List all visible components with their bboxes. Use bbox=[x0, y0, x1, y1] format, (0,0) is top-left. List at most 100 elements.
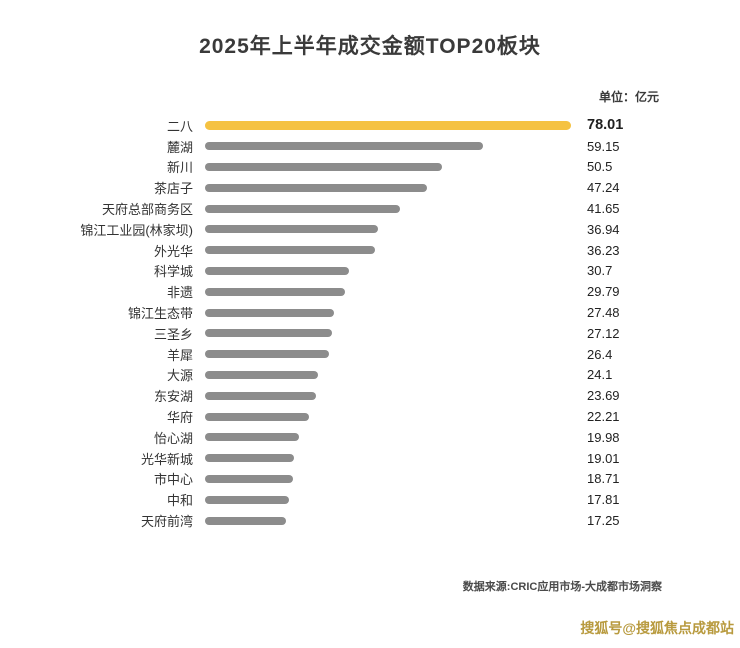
category-label: 华府 bbox=[166, 410, 193, 426]
chart-row: 非遗 29.79 bbox=[0, 281, 740, 302]
bar-track bbox=[205, 370, 571, 379]
bar-track bbox=[205, 329, 571, 338]
value-label: 47.24 bbox=[587, 180, 620, 196]
bar-track bbox=[205, 433, 571, 442]
bar-track bbox=[205, 391, 571, 400]
category-label: 大源 bbox=[166, 368, 193, 384]
category-label: 锦江工业园(林家坝) bbox=[80, 222, 193, 238]
data-source-note: 数据来源:CRIC应用市场-大成都市场洞察 bbox=[462, 581, 662, 593]
chart-row: 天府前湾 17.25 bbox=[0, 510, 740, 531]
chart-row: 东安湖 23.69 bbox=[0, 385, 740, 406]
bar bbox=[205, 266, 350, 275]
value-label: 78.01 bbox=[587, 117, 624, 134]
value-label: 19.01 bbox=[587, 450, 620, 466]
chart-row: 外光华 36.23 bbox=[0, 240, 740, 261]
bar-track bbox=[205, 162, 571, 171]
bar bbox=[205, 516, 286, 525]
chart-rows: 二八 78.01 麓湖 59.15 新川 50.5 茶店子 47.24 天府总部商务区 41.65… bbox=[0, 115, 740, 531]
bar-track bbox=[205, 308, 571, 317]
bar bbox=[205, 495, 289, 504]
category-label: 科学城 bbox=[153, 264, 193, 280]
bar bbox=[205, 370, 319, 379]
chart-title: 2025年上半年成交金额TOP20板块 bbox=[199, 35, 541, 58]
bar bbox=[205, 412, 310, 421]
value-label: 36.23 bbox=[587, 242, 620, 258]
bar bbox=[205, 142, 483, 151]
value-label: 36.94 bbox=[587, 221, 620, 237]
value-label: 59.15 bbox=[587, 138, 620, 154]
chart-row: 怡心湖 19.98 bbox=[0, 427, 740, 448]
bar bbox=[205, 183, 427, 192]
value-label: 50.5 bbox=[587, 159, 613, 175]
value-label: 26.4 bbox=[587, 346, 613, 362]
value-label: 22.21 bbox=[587, 409, 620, 425]
bar-track bbox=[205, 183, 571, 192]
bar-track bbox=[205, 412, 571, 421]
category-label: 市中心 bbox=[153, 472, 193, 488]
value-label: 17.25 bbox=[587, 513, 620, 529]
value-label: 17.81 bbox=[587, 492, 620, 508]
category-label: 中和 bbox=[166, 493, 193, 509]
chart-row: 新川 50.5 bbox=[0, 157, 740, 178]
bar-track bbox=[205, 287, 571, 296]
watermark: 搜狐号@搜狐焦点成都站 bbox=[580, 620, 734, 636]
chart-row: 科学城 30.7 bbox=[0, 261, 740, 282]
value-label: 27.12 bbox=[587, 325, 620, 341]
bar bbox=[205, 204, 401, 213]
category-label: 锦江生态带 bbox=[127, 306, 193, 322]
bar bbox=[205, 121, 571, 131]
category-label: 三圣乡 bbox=[153, 326, 193, 342]
bar-track bbox=[205, 516, 571, 525]
category-label: 麓湖 bbox=[166, 139, 193, 155]
chart-row: 锦江生态带 27.48 bbox=[0, 302, 740, 323]
bar bbox=[205, 308, 334, 317]
category-label: 怡心湖 bbox=[153, 430, 193, 446]
bar-track bbox=[205, 142, 571, 151]
category-label: 天府总部商务区 bbox=[101, 202, 193, 218]
category-label: 茶店子 bbox=[153, 181, 193, 197]
value-label: 24.1 bbox=[587, 367, 613, 383]
bar bbox=[205, 433, 299, 442]
category-label: 东安湖 bbox=[153, 389, 193, 405]
value-label: 30.7 bbox=[587, 263, 613, 279]
bar-track bbox=[205, 225, 571, 234]
bar-track bbox=[205, 454, 571, 463]
value-label: 41.65 bbox=[587, 201, 620, 217]
value-label: 29.79 bbox=[587, 284, 620, 300]
bar bbox=[205, 246, 375, 255]
chart-row: 天府总部商务区 41.65 bbox=[0, 198, 740, 219]
chart-row: 光华新城 19.01 bbox=[0, 448, 740, 469]
chart-row: 麓湖 59.15 bbox=[0, 136, 740, 157]
bar-track bbox=[205, 495, 571, 504]
chart-row: 茶店子 47.24 bbox=[0, 177, 740, 198]
bar bbox=[205, 162, 442, 171]
unit-label: 单位：亿元 bbox=[599, 90, 660, 104]
bar-track bbox=[205, 474, 571, 483]
bar bbox=[205, 454, 295, 463]
chart-row: 大源 24.1 bbox=[0, 365, 740, 386]
value-label: 19.98 bbox=[587, 429, 620, 445]
category-label: 天府前湾 bbox=[140, 514, 193, 530]
bar bbox=[205, 391, 317, 400]
chart-row: 羊犀 26.4 bbox=[0, 344, 740, 365]
category-label: 羊犀 bbox=[166, 347, 193, 363]
category-label: 新川 bbox=[166, 160, 193, 176]
category-label: 非遗 bbox=[166, 285, 193, 301]
category-label: 光华新城 bbox=[140, 451, 193, 467]
chart-row: 二八 78.01 bbox=[0, 115, 740, 136]
chart-row: 华府 22.21 bbox=[0, 406, 740, 427]
value-label: 18.71 bbox=[587, 471, 620, 487]
bar-track bbox=[205, 121, 571, 131]
chart-row: 市中心 18.71 bbox=[0, 469, 740, 490]
bar bbox=[205, 225, 379, 234]
bar bbox=[205, 350, 329, 359]
bar-track bbox=[205, 350, 571, 359]
bar-track bbox=[205, 266, 571, 275]
value-label: 23.69 bbox=[587, 388, 620, 404]
bar-chart: 二八 78.01 麓湖 59.15 新川 50.5 茶店子 47.24 天府总部商务区 41.65… bbox=[0, 115, 740, 531]
bar-track bbox=[205, 204, 571, 213]
value-label: 27.48 bbox=[587, 305, 620, 321]
category-label: 二八 bbox=[166, 118, 193, 134]
category-label: 外光华 bbox=[153, 243, 193, 259]
chart-row: 中和 17.81 bbox=[0, 489, 740, 510]
